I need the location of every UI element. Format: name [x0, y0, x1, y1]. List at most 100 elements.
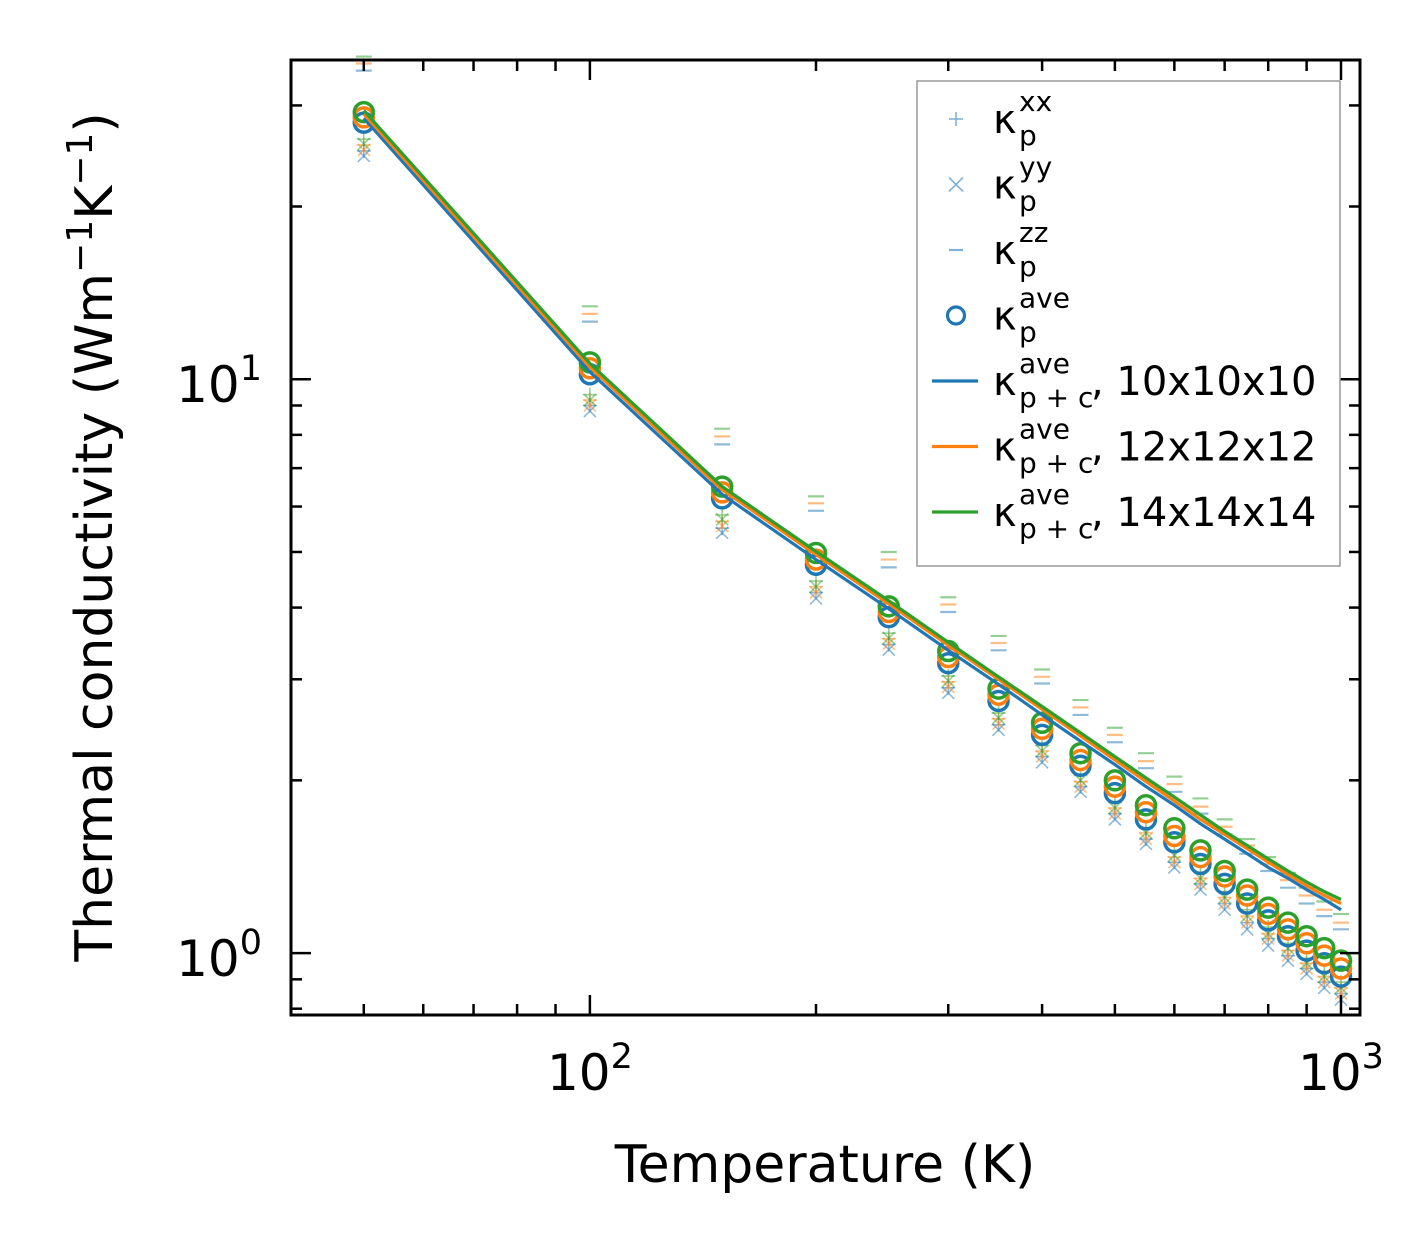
kappa-yy-point-10x10x10-950	[1317, 981, 1331, 995]
kappa-ave-point-14x14x14-800	[1256, 896, 1280, 919]
kappa-ave-point-14x14x14-50	[352, 100, 376, 124]
legend-entry-0-sub: p	[1019, 119, 1037, 152]
kappa-yy-point-12x12x12-200	[809, 585, 823, 600]
kappa-yy-point-10x10x10-500-b	[1108, 812, 1122, 826]
y-axis-label-base: Thermal conductivity (Wm	[65, 273, 125, 963]
kappa-yy-point-14x14x14-300	[941, 674, 955, 688]
kappa-yy-point-12x12x12-50-b	[357, 143, 371, 157]
kappa-ave-point-12x12x12-800	[1256, 902, 1280, 926]
legend-entry-1-label: κyy p	[993, 151, 1052, 218]
kappa-ave-point-12x12x12-650	[1189, 845, 1212, 869]
kappa-ave-point-14x14x14-850	[1276, 911, 1300, 934]
kappa-yy-point-12x12x12-600	[1167, 855, 1181, 869]
kappa-ave-point-14x14x14-450	[1069, 741, 1092, 765]
kappa-yy-point-10x10x10-850-b	[1281, 954, 1295, 968]
legend-entry-2-sup: zz	[1019, 216, 1048, 249]
plot-frame	[289, 58, 1362, 1017]
legend-entry-4-sup: ave	[1019, 347, 1070, 380]
kappa-yy-point-12x12x12-400	[1035, 750, 1049, 764]
y-tick-label-exp: 1	[240, 349, 262, 389]
kappa-yy-point-14x14x14-200	[809, 580, 823, 594]
kappa-ave-point-12x12x12-450	[1069, 748, 1092, 772]
kappa-ave-point-14x14x14-700	[1213, 859, 1236, 883]
kappa-yy-point-12x12x12-900-b	[1300, 961, 1314, 976]
legend-entry-3-label: κave p	[993, 282, 1070, 349]
kappa-yy-point-10x10x10-250	[882, 642, 896, 657]
kappa-yy-point-14x14x14-250-b	[882, 631, 896, 645]
kappa-yy-point-12x12x12-800	[1261, 931, 1275, 946]
kappa-ave-point-10x10x10-550	[1134, 808, 1158, 831]
y-tick-label-exp: 0	[240, 923, 262, 963]
kappa-yy-point-12x12x12-700-b	[1218, 896, 1232, 911]
kappa-yy-point-12x12x12-250-b	[882, 637, 896, 651]
kappa-yy-point-10x10x10-750	[1240, 922, 1254, 936]
kappa-ave-point-10x10x10-750	[1235, 892, 1259, 915]
kappa-yy-point-10x10x10-650	[1193, 883, 1208, 897]
kappa-yy-point-14x14x14-400-b	[1035, 744, 1049, 758]
legend-entry-6-sup: ave	[1019, 478, 1070, 511]
legend-entry-5-sup: ave	[1019, 413, 1070, 446]
legend-entry-0-label: κxx p	[993, 85, 1052, 152]
kappa-yy-point-10x10x10-550	[1139, 837, 1153, 851]
kappa-yy-point-10x10x10-300-b	[941, 686, 955, 700]
kappa-ave-point-10x10x10-350	[987, 689, 1010, 713]
legend-entry-4-kappa: κ	[993, 359, 1017, 405]
kappa-ave-point-10x10x10-400	[1030, 723, 1054, 747]
kappa-yy-point-10x10x10-100-b	[583, 404, 597, 418]
legend-entry-3-kappa: κ	[993, 294, 1017, 340]
kappa-yy-point-10x10x10-350-b	[991, 723, 1006, 737]
x-tick-label-exp: 2	[611, 1037, 633, 1077]
kappa-yy-point-12x12x12-450-b	[1073, 780, 1088, 794]
legend-entry-2-kappa: κ	[993, 228, 1017, 274]
kappa-yy-point-10x10x10-550-b	[1139, 837, 1153, 851]
legend-entry-4-suffix: , 10x10x10	[1091, 359, 1316, 405]
kappa-yy-point-12x12x12-150-b	[715, 519, 729, 533]
kappa-ave-point-14x14x14-600	[1163, 817, 1186, 840]
kappa-yy-point-14x14x14-200-b	[809, 580, 823, 594]
kappa-yy-point-12x12x12-900	[1300, 961, 1314, 976]
legend-entry-3-sub: p	[1019, 316, 1037, 349]
kappa-yy-point-10x10x10-150	[715, 526, 729, 540]
kappa-yy-point-14x14x14-50	[357, 137, 371, 151]
legend-entry-1-symbol	[948, 176, 964, 193]
kappa-yy-point-14x14x14-300-b	[941, 674, 955, 688]
kappa-yy-point-10x10x10-650-b	[1193, 883, 1208, 897]
kappa-yy-point-14x14x14-50-b	[357, 137, 371, 151]
kappa-yy-point-12x12x12-300	[941, 680, 955, 694]
legend-entry-0-sup: xx	[1019, 85, 1052, 118]
legend-box	[916, 80, 1341, 567]
legend-entry-6-sub: p + c	[1019, 512, 1093, 545]
kappa-yy-point-12x12x12-500-b	[1108, 807, 1122, 821]
legend-entry-3-sup: ave	[1019, 282, 1070, 315]
kappa-yy-point-12x12x12-650	[1193, 877, 1208, 891]
kappa-yy-point-10x10x10-450-b	[1073, 785, 1088, 799]
x-tick-label-100: 102	[547, 1037, 633, 1102]
kappa-yy-point-10x10x10-400	[1035, 755, 1049, 769]
kappa-yy-point-14x14x14-350-b	[991, 711, 1006, 725]
kappa-yy-point-12x12x12-800-b	[1261, 931, 1275, 946]
kappa-yy-point-12x12x12-1000-b	[1334, 987, 1348, 1001]
kappa-ave-point-12x12x12-850	[1276, 918, 1300, 941]
x-axis-label: Temperature (K)	[614, 1135, 1036, 1195]
legend-entry-5-label: κave p + c, 12x12x12	[993, 413, 1316, 480]
legend-entry-5-kappa: κ	[993, 425, 1017, 471]
kappa-yy-point-14x14x14-500	[1108, 801, 1122, 815]
kappa-yy-point-14x14x14-250	[882, 631, 896, 645]
kappa-yy-point-12x12x12-750-b	[1240, 916, 1254, 930]
legend-entry-1-symbol-b	[948, 176, 964, 193]
legend-entry-0-symbol	[949, 112, 963, 126]
kappa-yy-point-12x12x12-700	[1218, 896, 1232, 911]
kappa-yy-point-10x10x10-600	[1167, 860, 1181, 875]
kappa-yy-point-14x14x14-350	[991, 711, 1006, 725]
kappa-yy-point-10x10x10-950-b	[1317, 981, 1331, 995]
kappa-yy-point-10x10x10-200-b	[809, 591, 823, 605]
kappa-yy-point-12x12x12-550	[1139, 832, 1153, 846]
kappa-yy-point-10x10x10-500	[1108, 812, 1122, 826]
kappa-yy-point-12x12x12-550-b	[1139, 832, 1153, 846]
y-tick-label-1: 100	[176, 923, 262, 988]
kappa-yy-point-14x14x14-400	[1035, 744, 1049, 758]
y-axis-label-exp2: −1	[60, 133, 101, 186]
kappa-yy-point-10x10x10-700-b	[1218, 903, 1232, 917]
kappa-ave-point-10x10x10-1000	[1329, 965, 1353, 988]
